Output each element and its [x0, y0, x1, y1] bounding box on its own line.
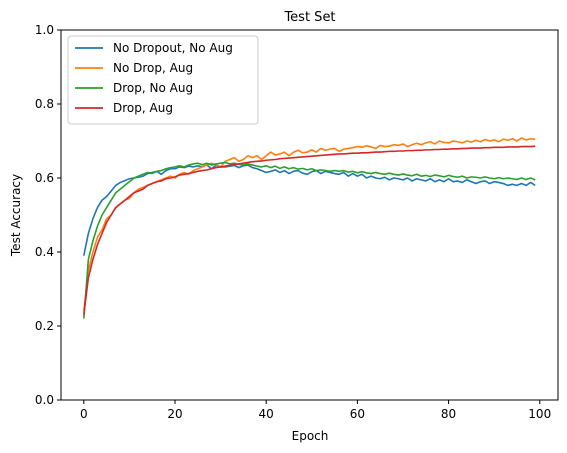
x-axis-ticks: 0 20 40 60 80 100	[80, 400, 551, 421]
x-tick-label: 0	[80, 407, 88, 421]
plot-series	[83, 137, 536, 319]
x-tick-label: 60	[350, 407, 365, 421]
legend-label-1: No Dropout, No Aug	[113, 41, 233, 55]
x-tick-label: 40	[259, 407, 274, 421]
legend: No Dropout, No Aug No Drop, Aug Drop, No A…	[67, 35, 259, 125]
legend-label-3: Drop, No Aug	[113, 81, 193, 95]
legend-box	[67, 35, 259, 125]
legend-label-4: Drop, Aug	[113, 101, 173, 115]
y-tick-label: 0.4	[35, 245, 54, 259]
y-tick-label: 0.8	[35, 97, 54, 111]
x-tick-label: 100	[528, 407, 551, 421]
legend-label-2: No Drop, Aug	[113, 61, 193, 75]
series-line-2	[83, 137, 536, 312]
y-tick-label: 1.0	[35, 23, 54, 37]
series-line-4	[83, 145, 536, 315]
plot-frame	[60, 29, 559, 401]
y-axis-ticks: 0.0 0.2 0.4 0.6 0.8 1.0	[35, 23, 61, 407]
x-tick-label: 80	[441, 407, 456, 421]
series-line-3	[83, 161, 536, 319]
y-axis-label: Test Accuracy	[9, 174, 23, 257]
series-line-1	[83, 164, 536, 256]
y-tick-label: 0.0	[35, 393, 54, 407]
y-tick-label: 0.2	[35, 319, 54, 333]
y-tick-label: 0.6	[35, 171, 54, 185]
x-axis-label: Epoch	[292, 429, 329, 443]
x-tick-label: 20	[167, 407, 182, 421]
chart-title: Test Set	[283, 10, 335, 25]
